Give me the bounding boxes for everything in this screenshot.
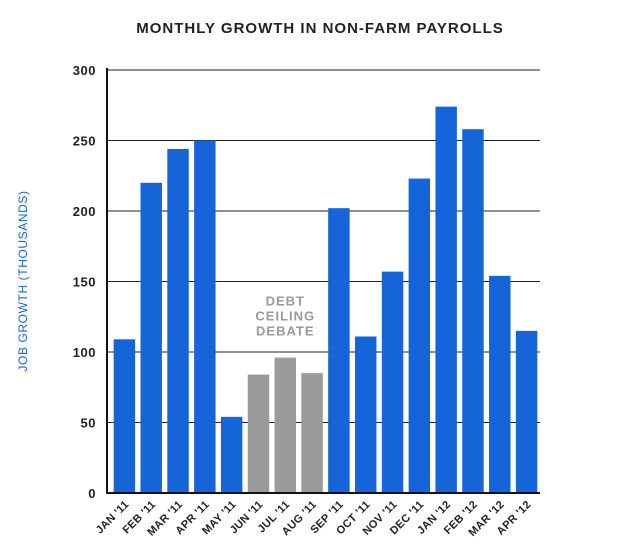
bar-jul-11 — [274, 357, 297, 493]
bar-may-11 — [220, 416, 243, 493]
bar-feb-12 — [462, 129, 484, 493]
bar-nov-11 — [381, 271, 404, 493]
bar-apr-12 — [515, 330, 538, 493]
annotation-line: DEBATE — [256, 324, 314, 339]
bar-jun-11 — [247, 374, 270, 493]
y-tick-label: 150 — [73, 275, 96, 290]
bar-sep-11 — [328, 208, 350, 493]
bar-jan-12 — [435, 106, 457, 493]
annotation-line: CEILING — [255, 309, 315, 324]
bar-mar-11 — [167, 148, 189, 493]
y-tick-label: 50 — [81, 416, 96, 431]
annotation-line: DEBT — [266, 294, 305, 309]
y-tick-label: 300 — [73, 63, 96, 78]
bars — [113, 106, 538, 494]
y-tick-label: 100 — [73, 345, 96, 360]
y-tick-label: 250 — [73, 134, 96, 149]
bar-jan-11 — [113, 339, 136, 493]
y-tick-labels: 0 50 100 150 200 250 300 — [73, 63, 96, 501]
y-axis-label: JOB GROWTH (THOUSANDS) — [16, 190, 30, 371]
bar-aug-11 — [301, 373, 323, 493]
chart-title: MONTHLY GROWTH IN NON-FARM PAYROLLS — [136, 20, 504, 37]
bar-feb-11 — [140, 182, 162, 494]
y-tick-label: 200 — [73, 204, 96, 219]
bar-apr-11 — [194, 140, 216, 493]
y-tick-label: 0 — [88, 486, 96, 501]
bar-oct-11 — [354, 336, 377, 493]
bar-dec-11 — [408, 178, 431, 493]
bar-mar-12 — [489, 275, 511, 493]
